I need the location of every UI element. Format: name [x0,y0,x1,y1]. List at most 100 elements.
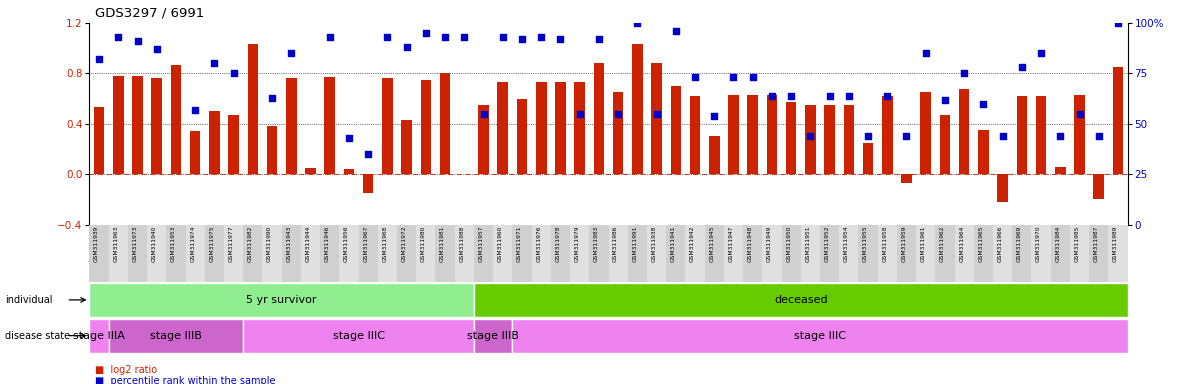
Bar [1112,67,1123,174]
Text: GSM311985: GSM311985 [1075,226,1079,262]
Text: GSM311982: GSM311982 [248,226,253,262]
Text: GSM311951: GSM311951 [805,226,810,262]
Text: GSM311986: GSM311986 [613,226,618,262]
Text: GSM311979: GSM311979 [574,226,579,262]
Bar [647,225,666,282]
Point [666,28,685,34]
Bar [281,225,301,282]
Text: GSM311966: GSM311966 [998,226,1003,262]
Bar [435,225,454,282]
Bar [1031,225,1051,282]
Point [975,101,993,107]
Bar [186,225,205,282]
Point [474,111,493,117]
Bar [1017,96,1028,174]
Point [1012,65,1031,71]
Bar [363,174,373,193]
Point [282,50,301,56]
Bar [247,45,258,174]
Point [629,20,647,26]
Text: GSM311976: GSM311976 [537,226,541,262]
Bar [1075,95,1085,174]
Bar [729,95,739,174]
Bar [244,319,474,353]
Text: GSM311955: GSM311955 [863,226,869,262]
Point [262,94,281,101]
Text: 5 yr survivor: 5 yr survivor [246,295,317,305]
Bar [224,225,244,282]
Text: GSM311952: GSM311952 [825,226,830,262]
Point [724,74,743,81]
Bar [709,136,719,174]
Bar [89,319,108,353]
Point [359,151,378,157]
Bar [474,319,512,353]
Text: GSM311958: GSM311958 [883,226,887,262]
Text: GSM311975: GSM311975 [210,226,214,262]
Bar [805,105,816,174]
Point [936,97,955,103]
Bar [1093,174,1104,199]
Point [551,36,570,42]
Text: GSM311960: GSM311960 [498,226,503,262]
Bar [420,80,431,174]
Bar [474,225,493,282]
Text: GSM311939: GSM311939 [94,226,99,262]
Bar [551,225,570,282]
Point [993,133,1012,139]
Bar [344,169,354,174]
Bar [786,103,797,174]
Text: GSM311980: GSM311980 [421,226,426,262]
Point [320,34,339,40]
Bar [359,225,378,282]
Point [744,74,763,81]
Point [897,133,916,139]
Point [647,111,666,117]
Bar [1109,225,1128,282]
Point [167,14,186,20]
Bar [763,225,782,282]
Text: GSM311965: GSM311965 [978,226,984,262]
Point [89,56,108,63]
Bar [574,82,585,174]
Bar [454,225,474,282]
Bar [1070,225,1089,282]
Point [128,38,147,44]
Point [398,44,417,50]
Text: GSM311981: GSM311981 [440,226,445,262]
Bar [498,82,508,174]
Bar [171,65,181,174]
Point [1070,111,1089,117]
Text: GSM311968: GSM311968 [383,226,387,262]
Bar [1051,225,1070,282]
Bar [882,96,892,174]
Bar [152,78,162,174]
Bar [228,115,239,174]
Text: stage IIIC: stage IIIC [794,331,846,341]
Bar [301,225,320,282]
Text: GSM311971: GSM311971 [517,226,523,262]
Text: GSM311972: GSM311972 [401,226,407,262]
Text: stage IIIB: stage IIIB [467,331,519,341]
Bar [532,225,551,282]
Bar [820,225,839,282]
Text: GSM311954: GSM311954 [844,226,849,262]
Bar [651,63,661,174]
Bar [782,225,800,282]
Text: GSM311963: GSM311963 [113,226,118,262]
Point [685,74,704,81]
Point [609,111,627,117]
Point [1109,20,1128,26]
Bar [440,73,451,174]
Point [224,70,244,76]
Point [108,34,128,40]
Text: GSM311953: GSM311953 [171,226,177,262]
Bar [128,225,147,282]
Bar [878,225,897,282]
Bar [205,225,224,282]
Bar [824,105,834,174]
Bar [417,225,435,282]
Bar [108,319,244,353]
Text: GSM311947: GSM311947 [729,226,733,262]
Point [513,36,532,42]
